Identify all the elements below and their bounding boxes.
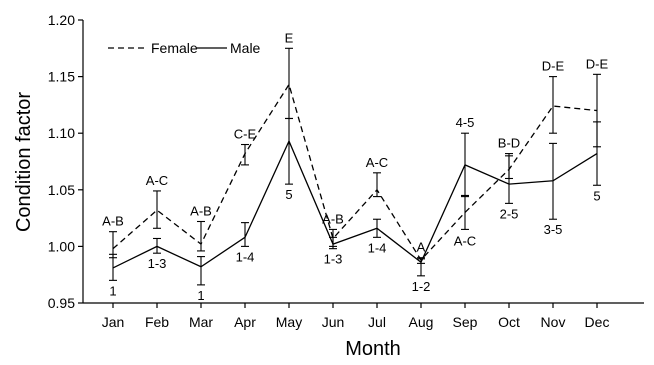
male-group-label: 1-3 — [148, 256, 167, 271]
male-group-label: 1 — [109, 283, 116, 298]
y-tick-label: 1.00 — [48, 238, 75, 254]
series-line-female — [112, 82, 598, 262]
series-lines — [112, 82, 598, 269]
x-axis-title: Month — [345, 338, 401, 360]
error-bar-female — [197, 220, 205, 252]
x-tick-label: Dec — [585, 314, 610, 330]
legend-female-label: Female — [151, 40, 198, 56]
error-bar-female — [285, 47, 293, 120]
male-group-label: 5 — [285, 187, 292, 202]
series-line-male — [112, 139, 598, 269]
x-tick-label: Aug — [409, 314, 434, 330]
male-group-label: 2-5 — [500, 206, 519, 221]
male-group-label: 1-4 — [236, 249, 255, 264]
x-tick-label: May — [276, 314, 302, 330]
male-group-label: 1-2 — [412, 279, 431, 294]
y-tick-label: 1.20 — [48, 12, 75, 28]
error-bar-female — [373, 172, 381, 198]
error-bar-male — [285, 117, 293, 185]
x-tick-label: Jun — [322, 314, 345, 330]
female-group-label: A-B — [322, 211, 344, 226]
female-group-label: D-E — [586, 56, 609, 71]
x-tick-label: Feb — [145, 314, 169, 330]
error-bar-female — [153, 190, 161, 229]
x-tick-label: Jan — [102, 314, 125, 330]
legend-male-label: Male — [230, 40, 261, 56]
female-group-label: B-D — [498, 136, 520, 151]
error-bars — [109, 47, 601, 286]
male-group-label: 4-5 — [456, 115, 475, 130]
error-bar-female — [549, 76, 557, 134]
y-tick-label: 1.05 — [48, 182, 75, 198]
female-group-label: A-C — [146, 173, 168, 188]
x-tick-label: Nov — [541, 314, 566, 330]
male-group-label: 1 — [197, 288, 204, 303]
y-axis-title: Condition factor — [13, 92, 35, 232]
error-bar-male — [241, 222, 249, 247]
error-bar-male — [197, 256, 205, 286]
female-group-label: A-C — [366, 155, 388, 170]
female-group-label: A — [417, 240, 426, 255]
y-ticks: 0.95 1.00 1.05 1.10 1.15 1.20 — [48, 12, 83, 311]
female-group-label: D-E — [542, 59, 565, 74]
error-bar-female — [461, 194, 469, 230]
x-tick-label: Oct — [498, 314, 520, 330]
female-group-label: A-B — [102, 214, 124, 229]
y-tick-label: 0.95 — [48, 295, 75, 311]
legend: Female Male — [108, 40, 261, 56]
x-tick-label: Mar — [189, 314, 213, 330]
female-group-label: A-B — [190, 203, 212, 218]
male-group-label: 3-5 — [544, 222, 563, 237]
x-tick-label: Apr — [234, 314, 256, 330]
x-ticks: Jan Feb Mar Apr May Jun Jul Aug Sep Oct Nov Dec — [102, 303, 610, 330]
x-tick-label: Jul — [368, 314, 386, 330]
y-tick-label: 1.15 — [48, 69, 75, 85]
y-tick-label: 1.10 — [48, 125, 75, 141]
axes — [82, 20, 644, 304]
male-group-label: 5 — [593, 188, 600, 203]
x-tick-label: Sep — [453, 314, 478, 330]
group-annotations: A-B 1 A-C 1-3 A-B 1 C-E 1-4 E 5 A-B 1-3 A-C 1-4 A 1-2 A-… — [102, 30, 608, 303]
error-bar-male — [505, 153, 513, 204]
female-group-label: E — [285, 30, 294, 45]
female-group-label: C-E — [234, 127, 257, 142]
male-group-label: 1-3 — [324, 252, 343, 267]
male-group-label: 1-4 — [368, 240, 387, 255]
female-group-label: A-C — [454, 233, 476, 248]
